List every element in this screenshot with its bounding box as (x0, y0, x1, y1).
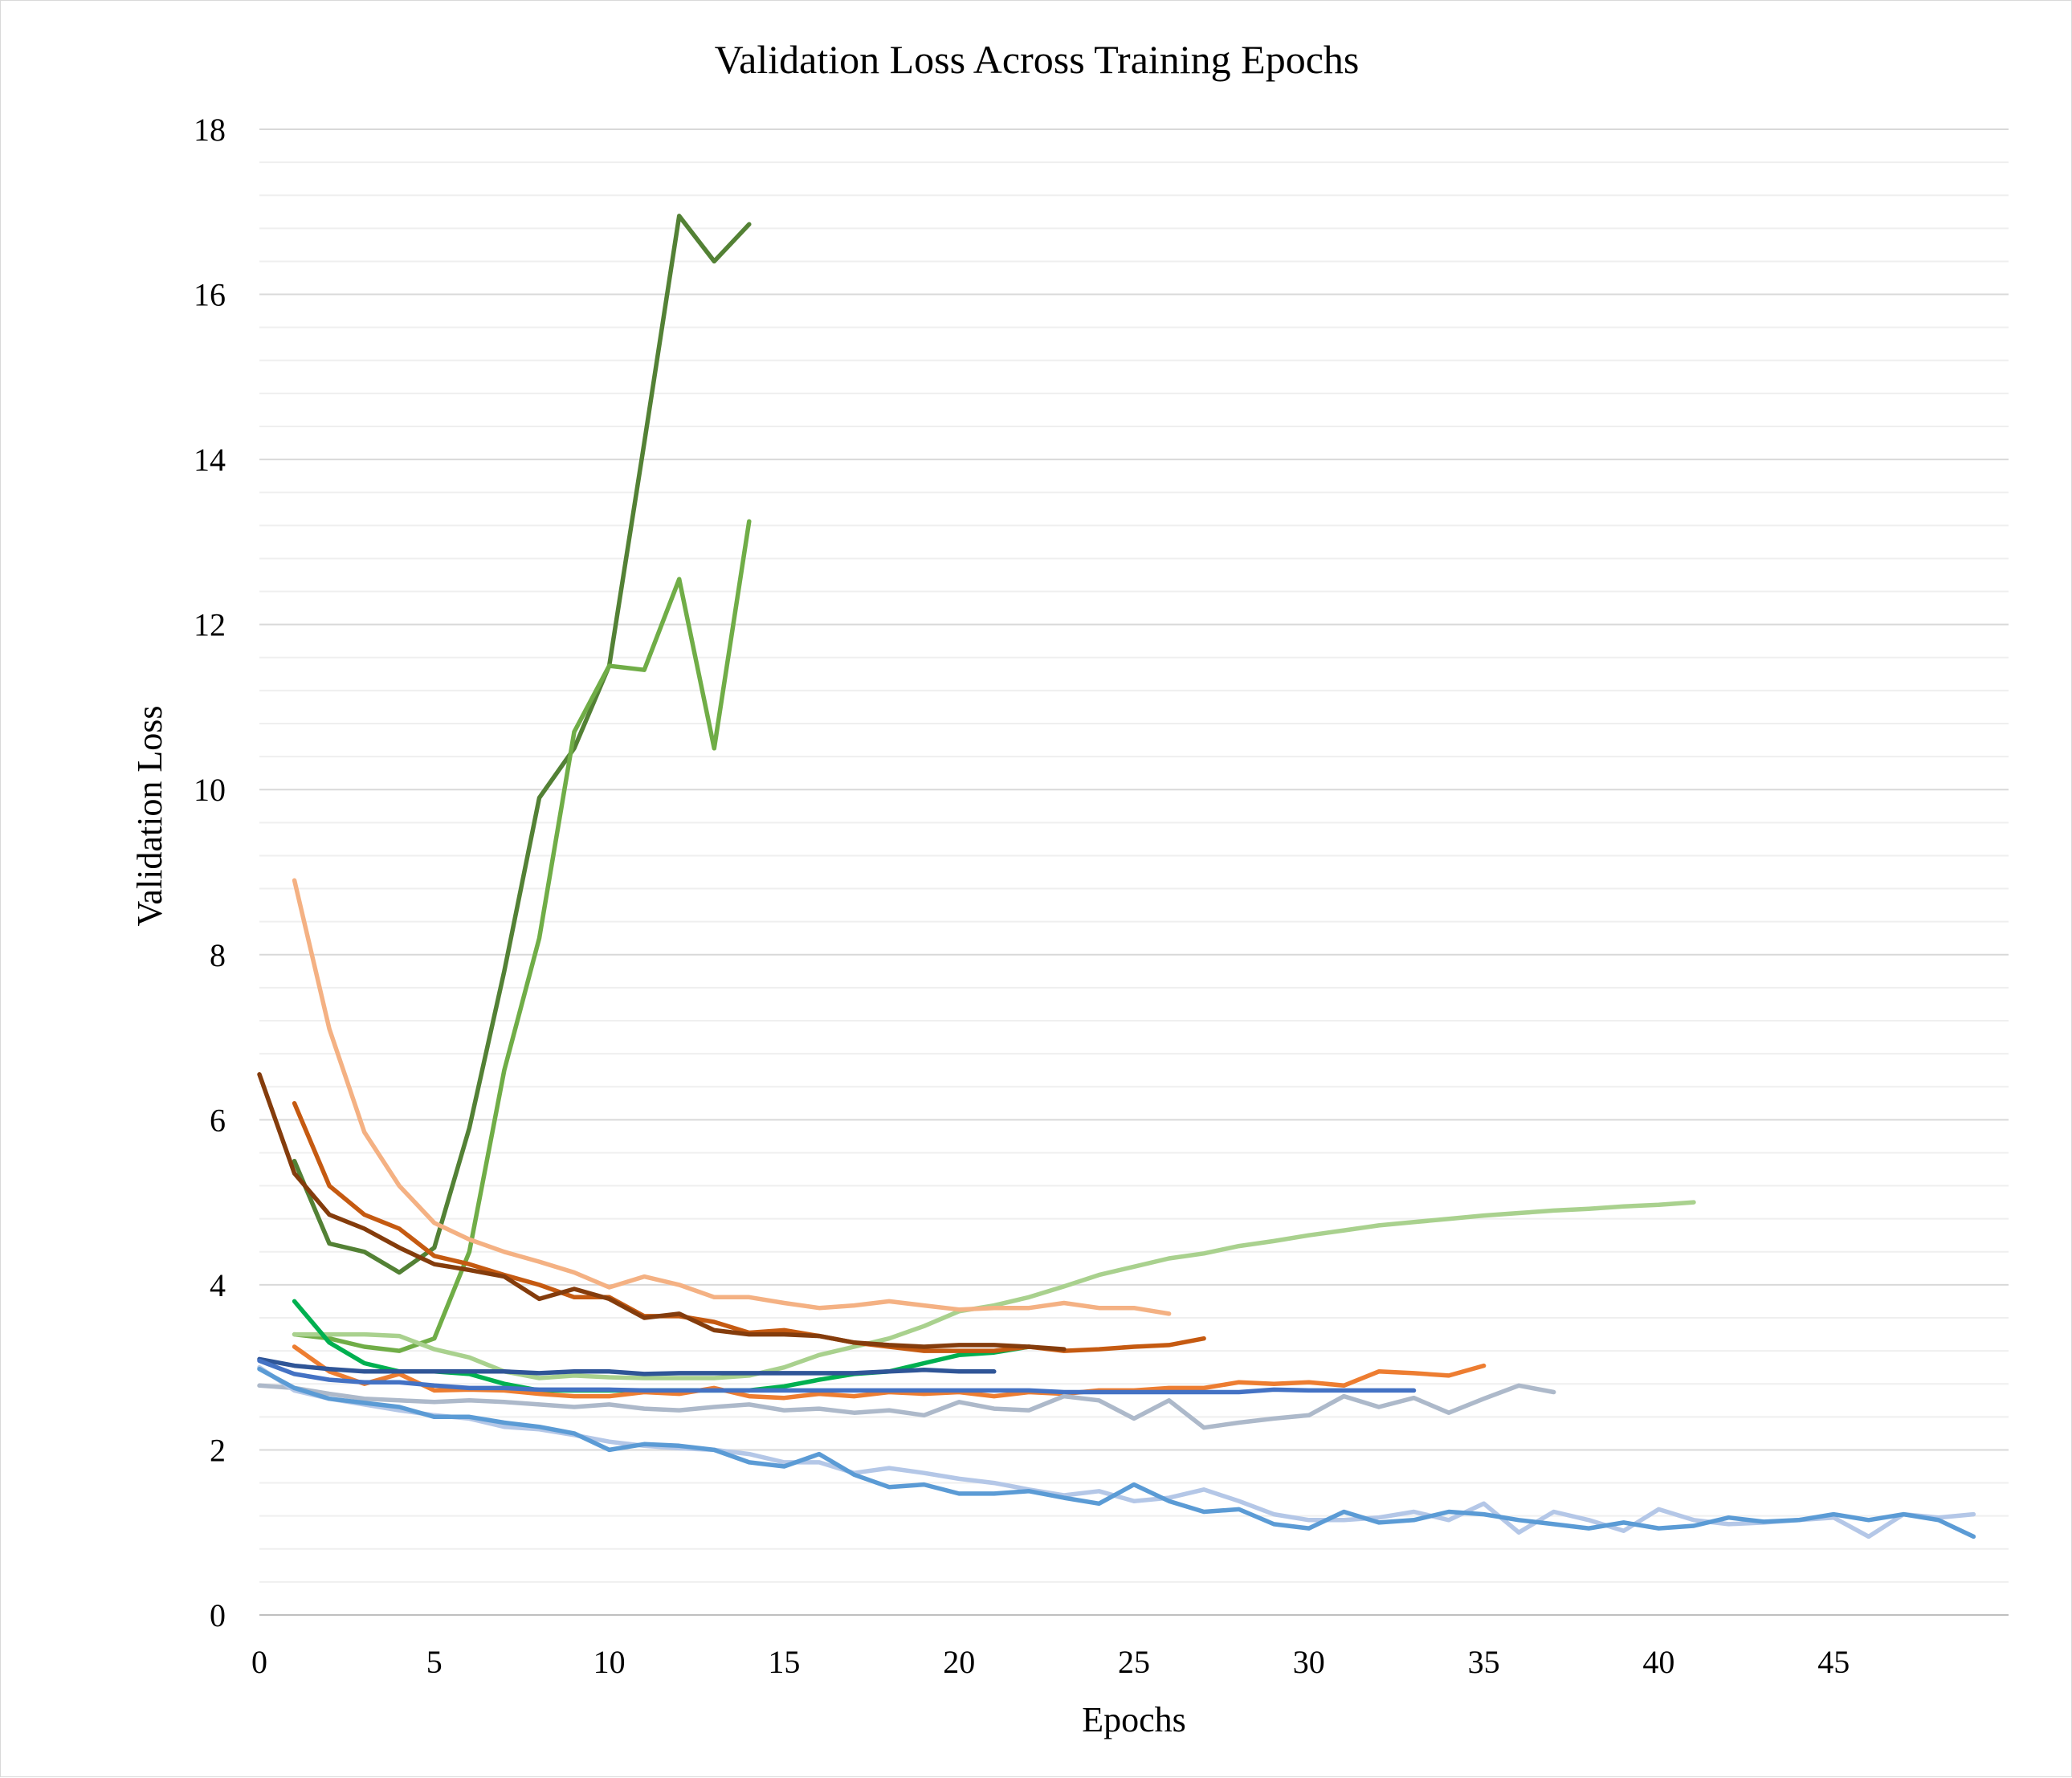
series-lines (257, 214, 1976, 1539)
x-tick-label: 40 (1642, 1644, 1674, 1680)
x-tick-label: 30 (1293, 1644, 1325, 1680)
y-tick-label: 10 (194, 772, 226, 808)
series-line-1 (292, 214, 752, 1275)
x-tick-label: 45 (1817, 1644, 1850, 1680)
series-line-2 (292, 519, 752, 1353)
series-line-13 (257, 1366, 1976, 1539)
x-axis-label: Epochs (1082, 1700, 1186, 1739)
series-line-10 (257, 1358, 1417, 1395)
series-line-5 (292, 878, 1172, 1316)
y-tick-label: 14 (194, 442, 226, 478)
y-tick-label: 6 (210, 1102, 226, 1138)
series-line-6 (292, 1101, 1206, 1353)
series-line-9 (257, 1356, 997, 1376)
y-tick-label: 18 (194, 112, 226, 148)
y-tick-label: 2 (210, 1432, 226, 1468)
y-tick-label: 16 (194, 277, 226, 313)
gridlines (259, 128, 2009, 1616)
y-tick-label: 0 (210, 1597, 226, 1633)
chart-title: Validation Loss Across Training Epochs (715, 37, 1360, 82)
x-tick-label: 25 (1118, 1644, 1150, 1680)
y-tick-label: 12 (194, 607, 226, 643)
x-tick-label: 10 (593, 1644, 626, 1680)
series-line-3 (292, 1200, 1696, 1380)
series-line-7 (257, 1072, 1067, 1352)
y-tick-label: 8 (210, 937, 226, 973)
x-tick-label: 5 (426, 1644, 443, 1680)
x-tick-label: 15 (768, 1644, 800, 1680)
x-tick-label: 35 (1468, 1644, 1500, 1680)
series-line-11 (257, 1383, 1556, 1430)
x-tick-label: 20 (943, 1644, 975, 1680)
y-axis-label: Validation Loss (130, 706, 169, 927)
x-tick-label: 0 (251, 1644, 267, 1680)
y-tick-label: 4 (210, 1267, 226, 1303)
tick-labels: 0 2 4 6 8 10 12 14 16 18 0 5 10 15 20 25 30 35 40 45 (194, 112, 1850, 1680)
